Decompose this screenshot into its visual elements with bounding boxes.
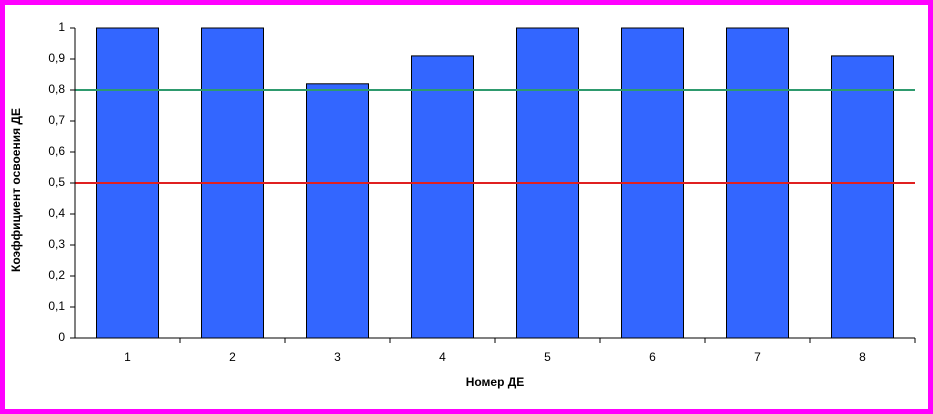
y-tick-label: 0,9 bbox=[48, 51, 65, 65]
x-tick-label: 7 bbox=[754, 350, 761, 364]
y-tick-label: 1 bbox=[58, 20, 65, 34]
x-tick-label: 3 bbox=[334, 350, 341, 364]
y-tick-label: 0,6 bbox=[48, 144, 65, 158]
x-axis-label: Номер ДЕ bbox=[466, 375, 525, 389]
x-tick-label: 2 bbox=[229, 350, 236, 364]
y-tick-label: 0,5 bbox=[48, 175, 65, 189]
y-tick-label: 0,8 bbox=[48, 82, 65, 96]
y-tick-label: 0 bbox=[58, 330, 65, 344]
bar bbox=[831, 55, 894, 339]
x-tick-label: 8 bbox=[859, 350, 866, 364]
x-tick-label: 1 bbox=[124, 350, 131, 364]
y-tick-label: 0,4 bbox=[48, 206, 65, 220]
y-tick-label: 0,2 bbox=[48, 268, 65, 282]
y-tick-label: 0,3 bbox=[48, 237, 65, 251]
x-tick-label: 6 bbox=[649, 350, 656, 364]
x-tick-label: 4 bbox=[439, 350, 446, 364]
y-tick-label: 0,1 bbox=[48, 299, 65, 313]
y-tick-label: 0,7 bbox=[48, 113, 65, 127]
bar bbox=[306, 83, 369, 339]
y-axis-label: Коэффициент освоения ДЕ bbox=[9, 108, 23, 272]
x-tick-label: 5 bbox=[544, 350, 551, 364]
bar bbox=[411, 55, 474, 339]
